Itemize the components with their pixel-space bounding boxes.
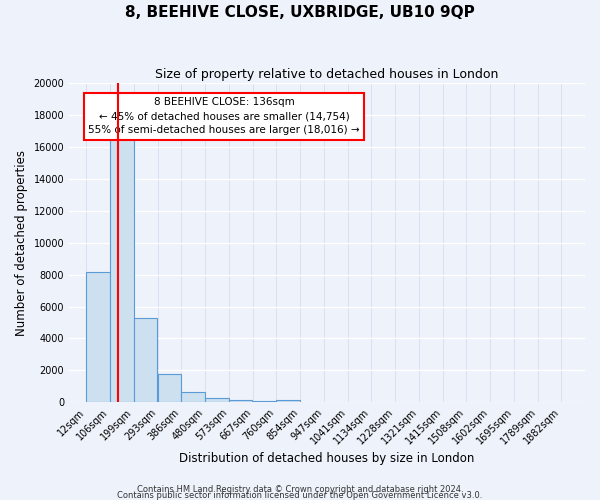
Bar [253,400,276,402]
Bar [134,318,157,402]
Bar [229,400,253,402]
Bar [181,392,205,402]
Y-axis label: Number of detached properties: Number of detached properties [15,150,28,336]
Text: Contains HM Land Registry data © Crown copyright and database right 2024.: Contains HM Land Registry data © Crown c… [137,486,463,494]
Text: Contains public sector information licensed under the Open Government Licence v3: Contains public sector information licen… [118,492,482,500]
Title: Size of property relative to detached houses in London: Size of property relative to detached ho… [155,68,499,80]
Bar [86,272,110,402]
Bar [205,398,229,402]
Bar [276,400,300,402]
Text: 8, BEEHIVE CLOSE, UXBRIDGE, UB10 9QP: 8, BEEHIVE CLOSE, UXBRIDGE, UB10 9QP [125,5,475,20]
X-axis label: Distribution of detached houses by size in London: Distribution of detached houses by size … [179,452,475,465]
Bar [158,374,181,402]
Bar [110,138,134,402]
Text: 8 BEEHIVE CLOSE: 136sqm
← 45% of detached houses are smaller (14,754)
55% of sem: 8 BEEHIVE CLOSE: 136sqm ← 45% of detache… [88,98,360,136]
